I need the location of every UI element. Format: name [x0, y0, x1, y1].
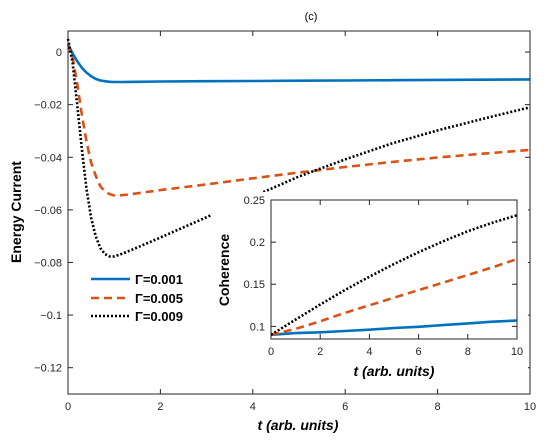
inset-x-tick-label: 6	[416, 346, 422, 358]
inset-y-tick-label: 0.15	[244, 279, 265, 291]
main-y-tick-label: 0	[56, 47, 62, 59]
main-series-line-2	[66, 43, 531, 197]
inset-series-line-2	[270, 257, 518, 337]
inset-x-tick-label: 0	[268, 346, 274, 358]
inset-x-tick-label: 8	[465, 346, 471, 358]
chart-title: (c)	[305, 11, 318, 23]
inset-plot-series	[270, 213, 518, 337]
legend-label-gamma-0-005: Γ=0.005	[135, 291, 183, 306]
main-y-tick-label: −0.08	[34, 257, 62, 269]
inset-y-axis-label: Coherence	[216, 234, 232, 307]
main-x-tick-label: 2	[157, 401, 163, 413]
legend-label-gamma-0-001: Γ=0.001	[135, 272, 183, 287]
legend-label-gamma-0-009: Γ=0.009	[135, 309, 183, 324]
inset-series-line-1	[270, 319, 518, 337]
inset-chart: 0 2 4 6 8 10 0.1 0.15 0.2 0.25 t (arb. units) Coh…	[212, 192, 528, 388]
main-x-tick-label: 6	[342, 401, 348, 413]
main-x-tick-label: 10	[524, 401, 536, 413]
legend: Γ=0.001 Γ=0.005 Γ=0.009	[82, 266, 232, 326]
inset-series-line-3	[270, 213, 518, 336]
main-y-tick-label: −0.06	[34, 205, 62, 217]
main-y-tick-label: −0.04	[34, 152, 62, 164]
inset-background	[212, 192, 528, 388]
main-y-tick-label: −0.12	[34, 363, 62, 375]
main-plot-frame	[67, 30, 531, 395]
inset-x-tick-label: 2	[317, 346, 323, 358]
main-series-line-3	[66, 38, 531, 258]
main-x-tick-label: 4	[250, 401, 256, 413]
main-y-tick-label: −0.1	[40, 310, 62, 322]
main-x-tick-label: 8	[435, 401, 441, 413]
inset-x-tick-label: 10	[511, 346, 523, 358]
main-x-axis-label: t (arb. units)	[258, 417, 339, 433]
inset-plot-frame	[270, 199, 518, 340]
inset-x-axis-label: t (arb. units)	[354, 363, 435, 379]
inset-axes-ticks: 0 2 4 6 8 10 0.1 0.15 0.2 0.25	[244, 195, 524, 358]
main-series-line-1	[66, 43, 531, 84]
main-y-axis-label: Energy Current	[8, 161, 24, 263]
inset-y-tick-label: 0.1	[250, 321, 265, 333]
main-plot-series	[66, 38, 531, 258]
main-x-tick-label: 0	[65, 401, 71, 413]
inset-y-tick-label: 0.25	[244, 195, 265, 207]
inset-y-tick-label: 0.2	[250, 237, 265, 249]
main-y-tick-label: −0.02	[34, 100, 62, 112]
inset-x-tick-label: 4	[366, 346, 372, 358]
